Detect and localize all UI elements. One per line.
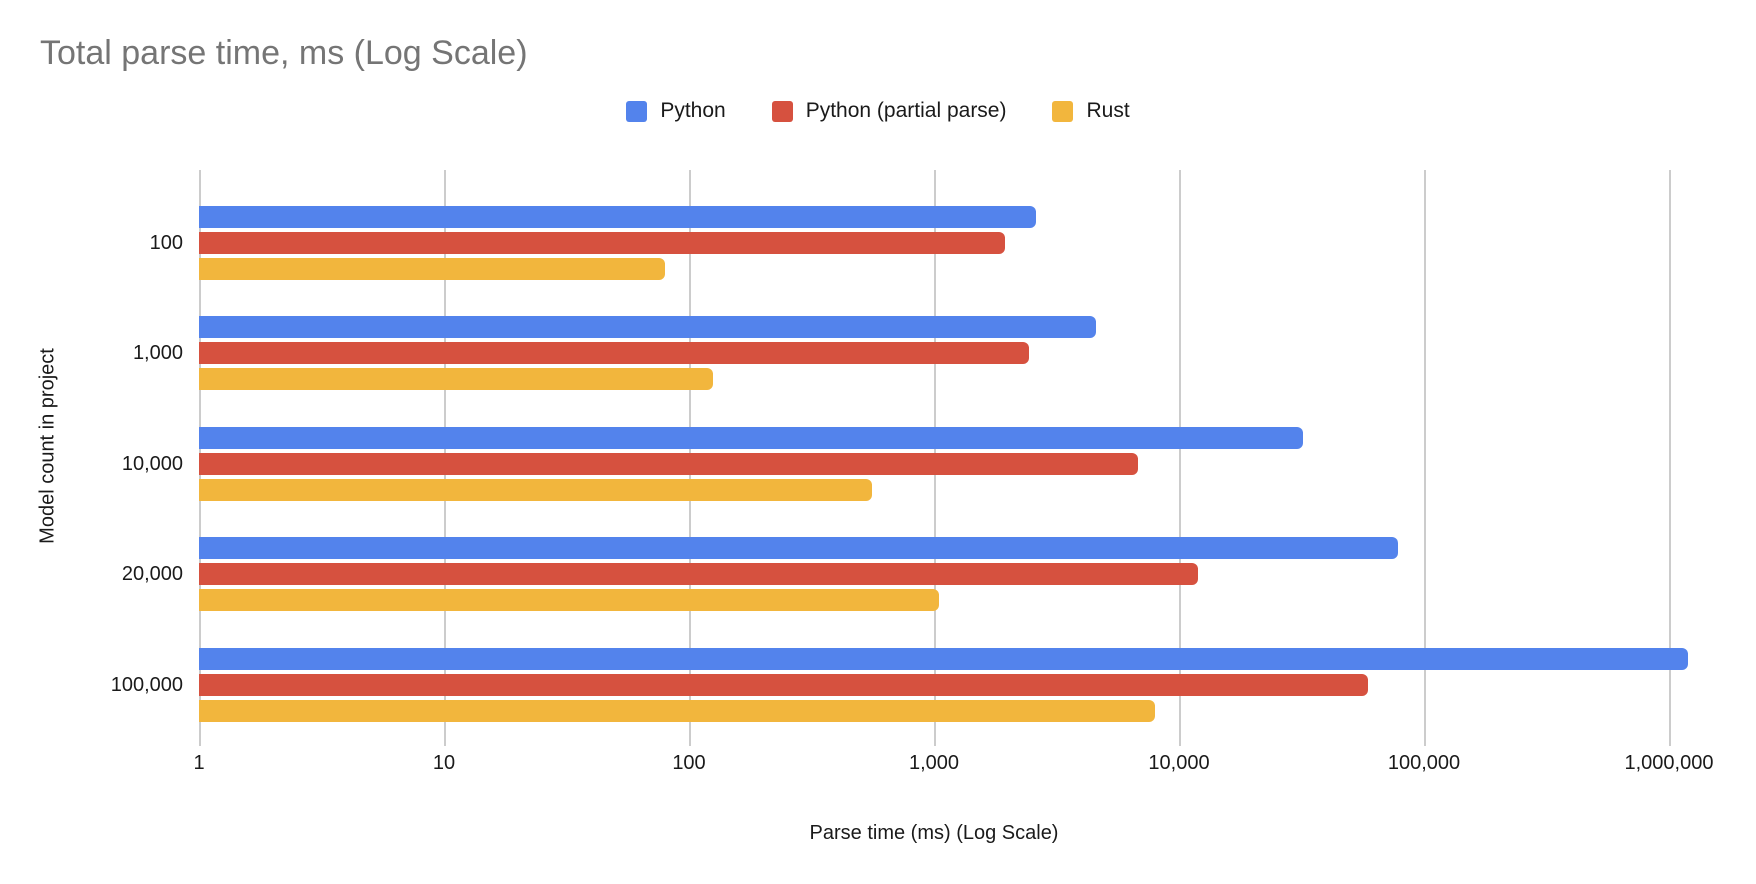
legend-item: Rust xyxy=(1052,99,1130,123)
x-tick-label: 1,000,000 xyxy=(1624,752,1714,774)
category-label: 20,000 xyxy=(121,563,183,585)
legend-label: Python (partial parse) xyxy=(805,99,1007,122)
bar-python-partial-parse-100 xyxy=(199,232,1005,254)
category-label: 10,000 xyxy=(121,453,183,475)
chart-title: Total parse time, ms (Log Scale) xyxy=(40,34,528,72)
gridline xyxy=(1179,170,1181,746)
legend-item: Python xyxy=(626,99,726,123)
gridline xyxy=(1424,170,1426,746)
x-tick-label: 1 xyxy=(193,752,205,774)
bar-python-100 xyxy=(199,206,1036,228)
plot-area xyxy=(199,170,1688,746)
category-label: 100,000 xyxy=(110,674,183,696)
bar-rust-20000 xyxy=(199,589,939,611)
legend-swatch xyxy=(1052,100,1074,122)
bar-rust-1000 xyxy=(199,368,713,390)
legend-label: Rust xyxy=(1086,99,1130,122)
bar-python-1000 xyxy=(199,316,1096,338)
bar-python-partial-parse-10000 xyxy=(199,453,1138,475)
x-axis-title: Parse time (ms) (Log Scale) xyxy=(809,822,1059,844)
bar-rust-10000 xyxy=(199,479,872,501)
bar-python-20000 xyxy=(199,537,1398,559)
category-label: 100 xyxy=(149,232,183,254)
bar-rust-100 xyxy=(199,258,665,280)
y-axis-title: Model count in project xyxy=(36,348,59,544)
bar-python-partial-parse-100000 xyxy=(199,674,1368,696)
legend-label: Python xyxy=(660,99,726,122)
legend-swatch xyxy=(771,100,793,122)
x-tick-label: 10,000 xyxy=(1148,752,1210,774)
x-tick-label: 100,000 xyxy=(1387,752,1461,774)
x-tick-label: 10 xyxy=(432,752,456,774)
legend: Python Python (partial parse) Rust xyxy=(0,99,1756,123)
category-label: 1,000 xyxy=(132,342,183,364)
bar-python-10000 xyxy=(199,427,1303,449)
legend-item: Python (partial parse) xyxy=(771,99,1007,123)
bar-python-partial-parse-1000 xyxy=(199,342,1029,364)
x-tick-label: 1,000 xyxy=(908,752,960,774)
bar-python-partial-parse-20000 xyxy=(199,563,1198,585)
x-tick-label: 100 xyxy=(672,752,706,774)
bar-python-100000 xyxy=(199,648,1688,670)
legend-swatch xyxy=(626,100,648,122)
gridline xyxy=(1669,170,1671,746)
bar-rust-100000 xyxy=(199,700,1155,722)
